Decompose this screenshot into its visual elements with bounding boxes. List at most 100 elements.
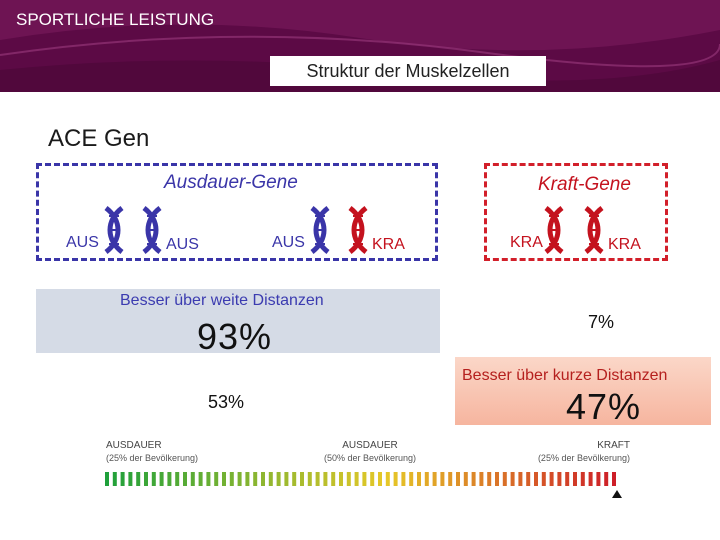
- long-distance-secondary-percent: 53%: [208, 392, 245, 412]
- scale-segment: [526, 472, 531, 486]
- scale-segment: [354, 472, 359, 486]
- scale-middle-title: AUSDAUER: [342, 440, 398, 451]
- scale-segment: [261, 472, 265, 486]
- scale-segment: [112, 472, 117, 486]
- dna-helix-icon: [310, 206, 330, 254]
- scale-segment: [222, 472, 226, 486]
- scale-segment: [105, 472, 109, 486]
- scale-segment: [409, 472, 414, 486]
- scale-segment: [549, 472, 554, 486]
- dna-helix-icon: [142, 206, 162, 254]
- scale-segment: [479, 472, 484, 486]
- dna-helix-icon: [544, 206, 564, 254]
- strength-genes-label: Kraft-Gene: [538, 174, 631, 195]
- scale-right-note: (25% der Bevölkerung): [537, 453, 630, 463]
- scale-middle-note: (50% der Bevölkerung): [323, 453, 417, 463]
- banner-subtitle: Struktur der Muskelzellen: [270, 56, 546, 86]
- scale-segment: [471, 472, 476, 486]
- dna-helix-icon: [104, 206, 124, 254]
- scale-segment: [167, 472, 172, 486]
- scale-segment: [331, 472, 336, 486]
- scale-segment: [401, 472, 406, 486]
- scale-segment: [518, 472, 523, 486]
- scale-left-note: (25% der Bevölkerung): [106, 453, 199, 463]
- scale-segment: [448, 472, 453, 486]
- endurance-genes-box: [36, 163, 438, 261]
- scale-segment: [565, 472, 570, 486]
- scale-segment: [346, 472, 351, 486]
- scale-segment: [580, 472, 585, 486]
- scale-segment: [362, 472, 367, 486]
- scale-segment: [198, 472, 203, 486]
- scale-segment: [463, 472, 468, 486]
- triangle-up-icon: [612, 490, 622, 498]
- scale-label-middle: AUSDAUER (50% der Bevölkerung): [310, 440, 430, 464]
- dna-helix-icon: [348, 206, 368, 254]
- scale-segment: [588, 472, 593, 486]
- scale-left-title: AUSDAUER: [106, 440, 162, 451]
- scale-segment: [120, 472, 125, 486]
- allele-label: KRA: [510, 234, 543, 251]
- long-distance-label: Besser über weite Distanzen: [120, 292, 324, 309]
- scale-segment: [596, 472, 601, 486]
- scale-segment: [151, 472, 156, 486]
- scale-segment: [128, 472, 133, 486]
- scale-segment: [573, 472, 577, 486]
- scale-segment: [385, 472, 390, 486]
- scale-segment: [183, 472, 187, 486]
- allele-label: KRA: [608, 236, 641, 253]
- scale-segment: [144, 472, 148, 486]
- allele-label: KRA: [372, 236, 405, 253]
- endurance-genes-label: Ausdauer-Gene: [164, 172, 298, 193]
- scale-label-left: AUSDAUER (25% der Bevölkerung): [106, 440, 198, 464]
- scale-segment: [307, 472, 312, 486]
- scale-segment: [370, 472, 375, 486]
- scale-segment: [253, 472, 258, 486]
- scale-segment: [175, 472, 180, 486]
- scale-segment: [424, 472, 429, 486]
- scale-segment: [534, 472, 538, 486]
- strength-genes-box: [484, 163, 668, 261]
- scale-segment: [440, 472, 445, 486]
- scale-segment: [323, 472, 328, 486]
- scale-segment: [339, 472, 343, 486]
- scale-segment: [432, 472, 437, 486]
- scale-right-title: KRAFT: [597, 440, 630, 451]
- allele-label: AUS: [272, 234, 305, 251]
- short-distance-percent: 47%: [566, 386, 642, 427]
- short-distance-panel: [455, 357, 711, 425]
- scale-segment: [229, 472, 234, 486]
- header-banner: SPORTLICHE LEISTUNG Struktur der Muskelz…: [0, 0, 720, 92]
- allele-label: AUS: [166, 236, 199, 253]
- short-distance-label: Besser über kurze Distanzen: [462, 367, 668, 384]
- scale-segment: [393, 472, 398, 486]
- scale-segment: [557, 472, 562, 486]
- scale-segment: [276, 472, 281, 486]
- scale-segment: [245, 472, 250, 486]
- scale-segment: [292, 472, 297, 486]
- scale-segment: [417, 472, 421, 486]
- allele-label: AUS: [66, 234, 99, 251]
- scale-label-right: KRAFT (25% der Bevölkerung): [514, 440, 630, 464]
- scale-segment: [190, 472, 195, 486]
- scale-segment: [510, 472, 515, 486]
- scale-segment: [214, 472, 219, 486]
- scale-segment: [159, 472, 164, 486]
- scale-segment: [502, 472, 507, 486]
- scale-segment: [300, 472, 304, 486]
- scale-segment: [206, 472, 211, 486]
- scale-segment: [456, 472, 460, 486]
- scale-segment: [604, 472, 609, 486]
- long-distance-percent: 93%: [197, 316, 273, 357]
- scale-segment: [315, 472, 320, 486]
- scale-segment: [284, 472, 289, 486]
- scale-segment: [237, 472, 242, 486]
- scale-segment: [487, 472, 492, 486]
- gene-title: ACE Gen: [48, 125, 150, 152]
- gradient-scale-bar: [105, 472, 616, 486]
- long-distance-panel: [36, 289, 440, 353]
- short-distance-secondary-percent: 7%: [588, 312, 615, 332]
- scale-segment: [612, 472, 616, 486]
- scale-segment: [268, 472, 273, 486]
- section-title: SPORTLICHE LEISTUNG: [16, 10, 215, 29]
